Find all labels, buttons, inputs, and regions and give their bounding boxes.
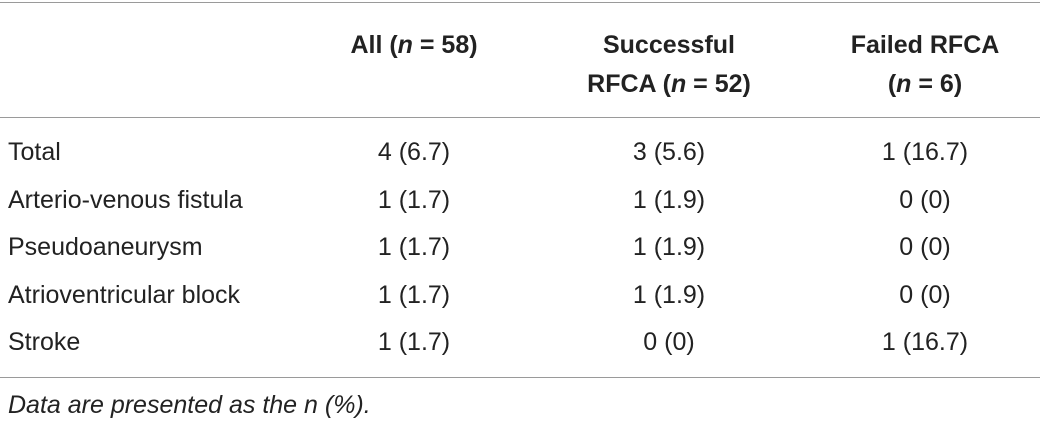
cell-failed: 0 (0) (899, 280, 951, 309)
cell-all: 4 (6.7) (377, 138, 451, 166)
cell-failed: 1 (16.7) (881, 328, 969, 356)
table-row: Arterio-venous fistula 1 (1.7) 1 (1.9) 0… (0, 177, 1040, 225)
cell-successful: 0 (0) (643, 328, 695, 356)
cell-successful: 1 (1.9) (632, 280, 706, 309)
row-label: Total (8, 138, 61, 166)
header-successful-line2: RFCA (n = 52) (587, 70, 751, 98)
row-label: Stroke (8, 328, 81, 356)
table-bottom-rule (0, 377, 1040, 378)
cell-failed: 0 (0) (899, 185, 951, 214)
table-row: Pseudoaneurysm 1 (1.7) 1 (1.9) 0 (0) (0, 224, 1040, 272)
header-failed-rfca: Failed RFCA (n = 6) (815, 26, 1035, 104)
cell-all: 1 (1.7) (377, 233, 451, 261)
cell-all: 1 (1.7) (377, 185, 451, 214)
table-body: Total 4 (6.7) 3 (5.6) 1 (16.7) Arterio-v… (0, 129, 1040, 367)
cell-all: 1 (1.7) (377, 280, 451, 309)
table-header-rule (0, 117, 1040, 118)
header-failed-line1: Failed RFCA (850, 31, 1000, 59)
cell-failed: 1 (16.7) (881, 138, 969, 166)
cell-failed: 0 (0) (899, 233, 951, 261)
table-top-rule (0, 2, 1040, 3)
row-label: Arterio-venous fistula (8, 185, 243, 214)
table-header: All (n = 58) Successful RFCA (n = 52) Fa… (0, 26, 1040, 106)
header-successful-line1: Successful (602, 31, 735, 59)
header-all: All (n = 58) (300, 26, 528, 65)
header-failed-line2: (n = 6) (887, 70, 963, 98)
table-footnote: Data are presented as the n (%). (8, 391, 371, 419)
table-row: Stroke 1 (1.7) 0 (0) 1 (16.7) (0, 319, 1040, 367)
table-row: Total 4 (6.7) 3 (5.6) 1 (16.7) (0, 129, 1040, 177)
header-all-line1: All (n = 58) (350, 31, 478, 59)
cell-successful: 3 (5.6) (632, 138, 706, 166)
cell-successful: 1 (1.9) (632, 233, 706, 261)
table-row: Atrioventricular block 1 (1.7) 1 (1.9) 0… (0, 272, 1040, 320)
row-label: Atrioventricular block (8, 280, 241, 309)
header-successful-rfca: Successful RFCA (n = 52) (545, 26, 793, 104)
row-label: Pseudoaneurysm (8, 233, 203, 261)
cell-successful: 1 (1.9) (632, 185, 706, 214)
cell-all: 1 (1.7) (377, 328, 451, 356)
